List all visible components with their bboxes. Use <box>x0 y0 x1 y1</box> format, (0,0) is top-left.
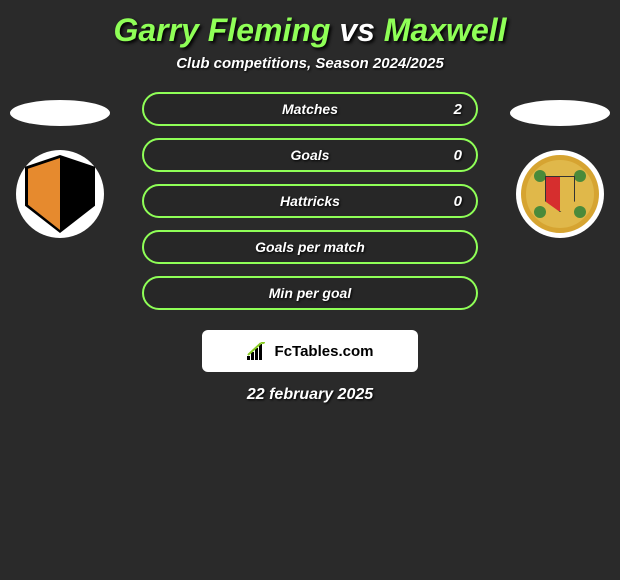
stat-right-value: 2 <box>454 101 462 118</box>
subtitle: Club competitions, Season 2024/2025 <box>0 55 620 72</box>
stat-row-min-per-goal: Min per goal <box>142 276 478 310</box>
club-badge-right <box>516 150 604 238</box>
alloa-athletic-crest-icon <box>25 155 95 233</box>
stat-label: Goals <box>291 147 330 163</box>
stat-right-value: 0 <box>454 193 462 210</box>
annan-athletic-crest-icon <box>521 155 599 233</box>
player1-name: Garry Fleming <box>113 12 330 48</box>
stats-list: Matches 2 Goals 0 Hattricks 0 Goals per … <box>142 92 478 310</box>
player1-oval <box>10 100 110 126</box>
stat-row-goals-per-match: Goals per match <box>142 230 478 264</box>
stat-row-goals: Goals 0 <box>142 138 478 172</box>
stat-label: Min per goal <box>269 285 351 301</box>
stat-row-matches: Matches 2 <box>142 92 478 126</box>
stat-label: Matches <box>282 101 338 117</box>
comparison-date: 22 february 2025 <box>10 386 610 404</box>
stat-right-value: 0 <box>454 147 462 164</box>
stat-label: Hattricks <box>280 193 340 209</box>
stat-row-hattricks: Hattricks 0 <box>142 184 478 218</box>
player2-oval <box>510 100 610 126</box>
fctables-logo-icon <box>247 342 269 360</box>
content-area: Matches 2 Goals 0 Hattricks 0 Goals per … <box>0 92 620 404</box>
source-badge: FcTables.com <box>202 330 418 372</box>
stat-label: Goals per match <box>255 239 365 255</box>
title-vs: vs <box>339 12 375 48</box>
club-badge-left <box>16 150 104 238</box>
source-brand-text: FcTables.com <box>275 343 374 360</box>
comparison-title: Garry Fleming vs Maxwell <box>0 0 620 55</box>
player2-name: Maxwell <box>384 12 507 48</box>
